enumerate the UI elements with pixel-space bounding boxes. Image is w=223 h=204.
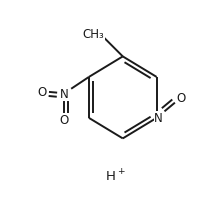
- Text: H: H: [106, 169, 116, 182]
- Text: N: N: [154, 112, 163, 125]
- Text: CH₃: CH₃: [82, 28, 104, 41]
- Text: O: O: [37, 85, 46, 98]
- Text: +: +: [117, 166, 124, 175]
- Text: O: O: [177, 91, 186, 104]
- Text: O: O: [60, 114, 69, 127]
- Text: N: N: [60, 87, 69, 100]
